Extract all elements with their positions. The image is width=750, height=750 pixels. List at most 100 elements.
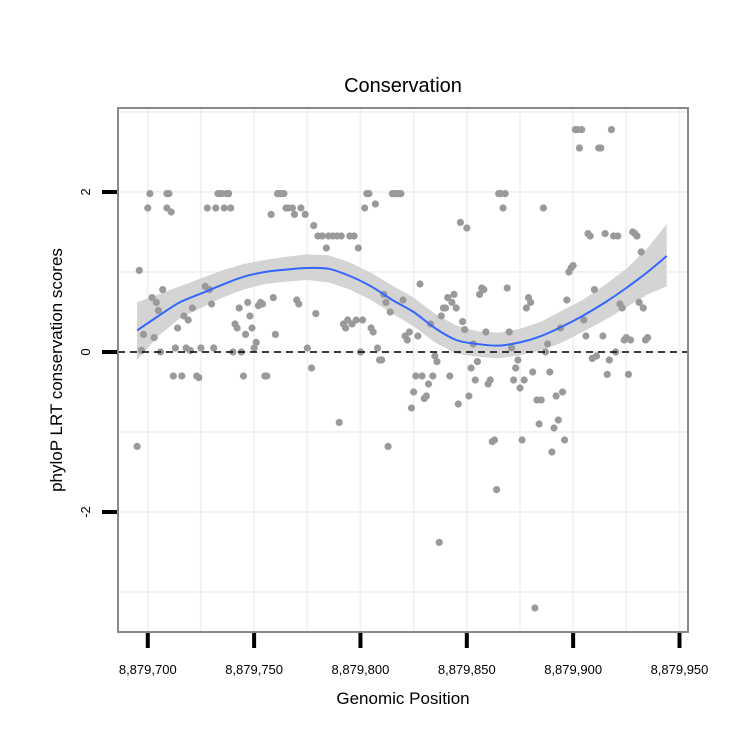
data-point [431,352,439,360]
data-point [233,324,241,332]
data-point [310,222,318,230]
panel-background [118,108,688,632]
data-point [520,376,528,384]
data-point [575,144,584,152]
data-point [454,400,462,408]
data-point [246,312,254,320]
data-point [527,298,535,306]
data-point [373,344,382,352]
data-point [414,332,422,340]
data-point [433,358,441,366]
chart-title: Conservation [344,75,462,97]
data-point [459,318,467,326]
x-tick-label: 8,879,900 [544,662,602,677]
data-point [312,310,320,318]
data-point [507,344,516,352]
data-point [416,280,424,288]
data-point [342,324,350,332]
data-point [410,388,418,396]
data-point [544,340,552,348]
data-point [535,420,543,428]
data-point [263,372,271,380]
plot-panel [117,107,689,633]
data-point [618,304,626,312]
data-point [167,208,175,216]
data-point [137,346,145,354]
data-point [463,224,471,232]
data-point [624,370,633,378]
data-point [446,372,454,380]
data-point [295,300,303,308]
data-point [448,298,456,306]
data-point [563,296,571,304]
data-point [384,442,392,450]
data-point [407,404,416,412]
data-point [461,326,469,334]
data-point [307,364,316,372]
data-point [465,392,473,400]
data-point [607,126,616,134]
data-point [412,372,420,380]
data-point [424,380,433,388]
data-point [597,144,605,152]
data-point [290,210,299,218]
data-point [637,248,645,256]
data-point [135,266,143,274]
data-point [633,232,641,240]
data-point [512,364,520,372]
data-point [471,376,479,384]
data-point [399,296,407,304]
x-axis-label: Genomic Position [336,689,469,708]
data-point [301,210,309,218]
data-point [195,374,203,382]
data-point [541,348,550,356]
data-point [644,334,652,342]
data-point [518,436,526,444]
data-point [450,290,458,298]
data-point [473,358,481,366]
data-point [539,204,548,212]
y-axis-label: phyloP LRT conservation scores [47,248,66,492]
data-point [592,352,601,360]
data-point [397,190,405,198]
data-point [252,338,260,346]
data-point [605,356,613,364]
data-point [382,298,390,306]
data-point [139,330,148,338]
data-point [361,204,369,212]
data-point [303,344,311,352]
data-point [437,312,445,320]
data-point [509,376,518,384]
data-point [269,294,277,302]
data-point [403,336,411,344]
data-point [582,332,590,340]
data-point [486,376,494,384]
data-point [482,328,490,336]
data-point [235,304,243,312]
data-point [493,486,501,494]
data-point [516,384,524,392]
data-point [337,232,345,240]
data-point [365,190,373,198]
x-tick-label: 8,879,700 [119,662,177,677]
data-point [599,332,607,340]
data-point [227,204,235,212]
data-point [197,344,205,352]
data-point [569,262,577,270]
data-point [554,416,562,424]
data-point [271,330,279,338]
data-point [546,368,554,376]
x-tick-label: 8,879,850 [438,662,496,677]
x-axis: 8,879,700 8,879,750 8,879,800 8,879,850 8,87… [119,633,708,677]
data-point [552,392,560,400]
data-point [150,334,158,342]
data-point [441,304,450,312]
y-axis: -2 0 2 [78,188,117,518]
data-point [152,298,160,306]
data-point [627,336,635,344]
data-point [531,604,539,612]
data-point [499,204,507,212]
data-point [225,190,233,198]
data-point [220,204,228,212]
